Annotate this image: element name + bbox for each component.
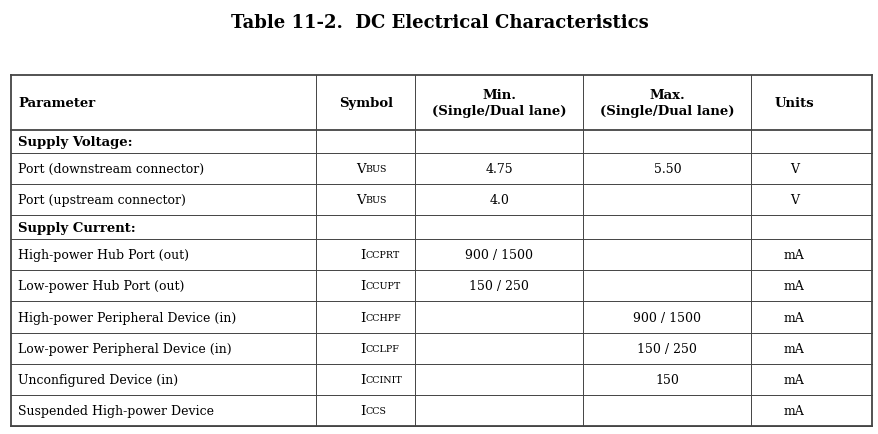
Text: V: V <box>789 163 798 176</box>
Text: CCLPF: CCLPF <box>365 344 399 353</box>
Text: mA: mA <box>783 311 804 324</box>
Text: Suspended High-power Device: Suspended High-power Device <box>18 404 214 417</box>
Text: I: I <box>360 279 365 293</box>
Text: I: I <box>360 249 365 262</box>
Text: 5.50: 5.50 <box>653 163 680 176</box>
Text: mA: mA <box>783 249 804 262</box>
Text: Symbol: Symbol <box>338 97 392 109</box>
Text: mA: mA <box>783 342 804 355</box>
Text: High-power Hub Port (out): High-power Hub Port (out) <box>18 249 190 262</box>
Text: I: I <box>360 311 365 324</box>
Text: 150 / 250: 150 / 250 <box>469 279 529 293</box>
Text: 900 / 1500: 900 / 1500 <box>633 311 701 324</box>
Text: V: V <box>356 163 365 176</box>
Text: Port (downstream connector): Port (downstream connector) <box>18 163 205 176</box>
Text: CCHPF: CCHPF <box>365 313 401 322</box>
Text: Table 11-2.  DC Electrical Characteristics: Table 11-2. DC Electrical Characteristic… <box>230 14 648 32</box>
Text: Supply Voltage:: Supply Voltage: <box>18 135 133 148</box>
Text: Max.
(Single/Dual lane): Max. (Single/Dual lane) <box>600 89 734 118</box>
Text: CCPRT: CCPRT <box>365 250 399 260</box>
Text: High-power Peripheral Device (in): High-power Peripheral Device (in) <box>18 311 236 324</box>
Text: CCINIT: CCINIT <box>365 375 402 384</box>
Text: I: I <box>360 373 365 386</box>
Text: Unconfigured Device (in): Unconfigured Device (in) <box>18 373 178 386</box>
Text: CCUPT: CCUPT <box>365 282 400 291</box>
Text: 4.75: 4.75 <box>485 163 513 176</box>
Text: Min.
(Single/Dual lane): Min. (Single/Dual lane) <box>432 89 566 118</box>
Text: mA: mA <box>783 373 804 386</box>
Text: Low-power Hub Port (out): Low-power Hub Port (out) <box>18 279 184 293</box>
Text: Parameter: Parameter <box>18 97 96 109</box>
Text: V: V <box>789 194 798 207</box>
Text: I: I <box>360 404 365 417</box>
Text: 4.0: 4.0 <box>489 194 508 207</box>
Text: 900 / 1500: 900 / 1500 <box>464 249 533 262</box>
Text: CCS: CCS <box>365 406 386 415</box>
Text: 150: 150 <box>655 373 679 386</box>
Text: mA: mA <box>783 404 804 417</box>
Text: V: V <box>356 194 365 207</box>
Text: Units: Units <box>774 97 813 109</box>
Text: Port (upstream connector): Port (upstream connector) <box>18 194 186 207</box>
Text: BUS: BUS <box>365 165 387 174</box>
Text: Supply Current:: Supply Current: <box>18 221 136 234</box>
Text: 150 / 250: 150 / 250 <box>637 342 696 355</box>
Text: mA: mA <box>783 279 804 293</box>
Text: I: I <box>360 342 365 355</box>
Text: Low-power Peripheral Device (in): Low-power Peripheral Device (in) <box>18 342 232 355</box>
Text: BUS: BUS <box>365 196 387 205</box>
